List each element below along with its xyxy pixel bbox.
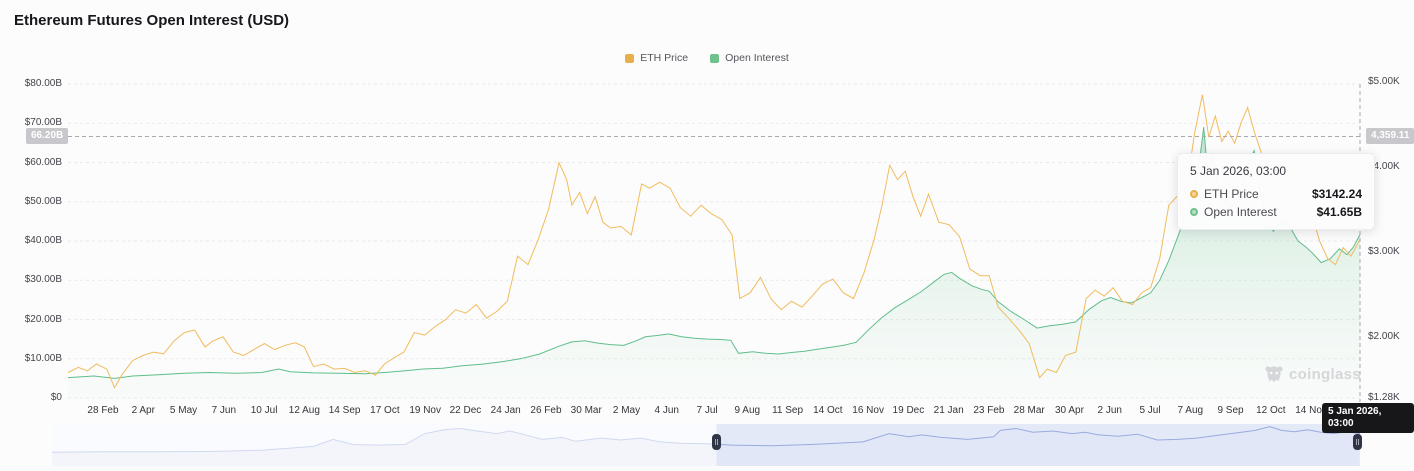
x-axis-tick: 11 Sep [772,405,804,416]
x-axis-tick: 2 Apr [131,405,155,416]
x-axis-tick: 7 Jul [696,405,718,416]
x-axis-tick: 7 Jun [211,405,237,416]
y-axis-right-tick: $5.00K [1368,76,1400,87]
y-axis-right-tick: $1.28K [1368,392,1400,403]
navigator-left-handle[interactable] [711,434,721,450]
legend-label-open-interest: Open Interest [725,52,789,64]
x-axis-tick: 22 Dec [449,405,482,416]
watermark: coinglass [1264,364,1361,384]
crosshair-price-badge: 4,359.11 [1366,128,1414,145]
open-interest-area [68,127,1360,398]
navigator-unselected-mask [52,424,717,466]
coinglass-logo-icon [1265,366,1283,382]
x-axis-tick: 7 Aug [1177,405,1204,416]
y-axis-left-tick: $10.00B [24,352,62,364]
x-axis-tick: 2 Jun [1097,405,1122,416]
x-axis-tick: 5 Jul [1139,405,1161,416]
tooltip-time: 5 Jan 2026, 03:00 [1190,164,1287,178]
y-axis-left-tick: $0 [50,392,62,403]
x-axis-tick: 12 Aug [288,405,320,416]
tooltip-label-eth-price: ETH Price [1204,187,1259,201]
x-axis-tick: 14 Sep [328,405,361,416]
navigator-right-handle[interactable] [1352,434,1362,450]
watermark-text: coinglass [1289,365,1361,383]
legend-item-open-interest[interactable]: Open Interest [710,52,789,64]
x-axis-tick: 28 Feb [87,405,119,416]
x-axis-tick: 30 Apr [1055,405,1084,416]
x-axis-tick: 28 Mar [1013,405,1045,416]
tooltip: 5 Jan 2026, 03:00 ETH Price $3142.24 Ope… [1177,153,1375,230]
y-axis-left-tick: $70.00B [24,117,62,129]
x-axis-tick: 30 Mar [570,405,602,416]
y-axis-left-tick: $80.00B [24,78,62,89]
crosshair-time-badge: 5 Jan 2026, 03:00 [1322,403,1414,433]
x-axis-tick: 17 Oct [370,405,400,416]
legend-label-eth-price: ETH Price [640,52,689,64]
tooltip-row-open-interest: Open Interest $41.65B [1190,205,1362,219]
x-axis-tick: 9 Aug [734,405,761,416]
eth-price-line [67,94,1361,389]
tooltip-label-open-interest: Open Interest [1204,205,1277,219]
x-axis-tick: 23 Feb [973,405,1005,416]
page-title: Ethereum Futures Open Interest (USD) [14,12,290,29]
y-axis-left-tick: $30.00B [24,274,62,286]
tooltip-value-eth-price: $3142.24 [1311,187,1362,201]
y-axis-right-tick: $4.00K [1368,160,1400,172]
x-axis-tick: 10 Jul [250,405,278,416]
tooltip-row-eth-price: ETH Price $3142.24 [1190,187,1362,201]
y-axis-right-tick: $3.00K [1368,245,1400,257]
open-interest-swatch-icon [710,53,720,63]
y-axis-left-tick: $20.00B [24,313,62,325]
x-axis-tick: 21 Jan [933,405,964,416]
y-axis-left-tick: $50.00B [24,195,62,207]
legend: ETH Price Open Interest [0,52,1414,64]
x-axis-tick: 14 Nov [1295,405,1327,416]
x-axis-tick: 19 Nov [409,405,441,416]
x-axis-tick: 2 May [612,405,641,416]
x-axis-tick: 24 Jan [490,405,521,416]
y-axis-right-tick: $2.00K [1368,330,1400,342]
tooltip-value-open-interest: $41.65B [1316,205,1362,219]
y-axis-left-tick: $60.00B [24,156,62,168]
open-interest-dot-icon [1190,208,1198,216]
eth-price-swatch-icon [625,53,635,63]
x-axis-tick: 19 Dec [892,405,925,416]
crosshair-oi-badge: 66.20B [26,128,69,145]
x-axis-tick: 14 Oct [813,405,843,416]
x-axis-tick: 5 May [169,405,198,416]
x-axis-tick: 4 Jun [654,405,679,416]
x-axis-tick: 9 Sep [1217,405,1244,416]
x-axis-tick: 26 Feb [530,405,562,416]
legend-item-eth-price[interactable]: ETH Price [625,52,688,64]
y-axis-left-tick: $40.00B [24,235,62,246]
eth-price-dot-icon [1190,190,1198,198]
x-axis-tick: 16 Nov [852,405,884,416]
x-axis-tick: 12 Oct [1256,405,1286,416]
